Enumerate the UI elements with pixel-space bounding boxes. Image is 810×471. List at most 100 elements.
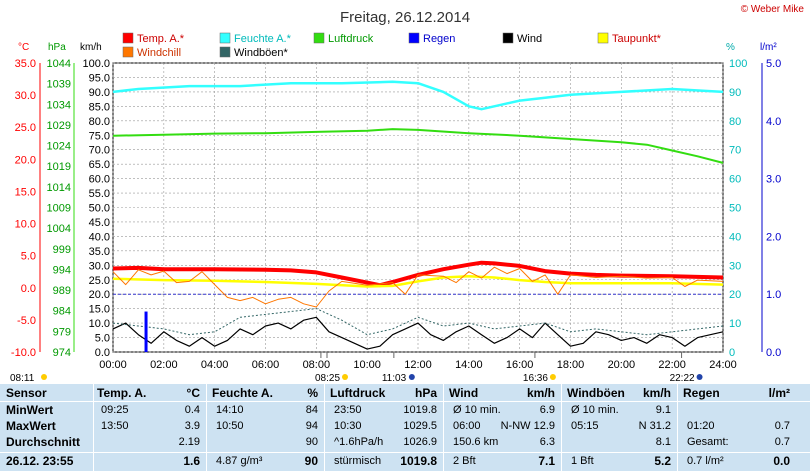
y-tick-label: 100 (729, 58, 747, 70)
legend-swatch (219, 32, 231, 44)
y-tick-label: 80 (729, 116, 741, 128)
y-tick-label: 75.0 (89, 130, 110, 142)
x-tick-label: 06:00 (252, 359, 280, 371)
legend-label: Temp. A.* (137, 33, 185, 45)
y-tick-label: 95.0 (89, 72, 110, 84)
stats-cell-label: 10:30 (334, 420, 362, 432)
stats-cell-value: N-NW 12.9 (500, 420, 555, 432)
moonset-icon (696, 374, 703, 380)
y-tick-label: 25.0 (15, 122, 36, 134)
y-tick-label: 35.0 (15, 58, 36, 70)
y-tick-label: 60 (729, 174, 741, 186)
x-tick-label: 04:00 (201, 359, 229, 371)
y-tick-label: 85.0 (89, 101, 110, 113)
x-tick-label: 12:00 (404, 359, 432, 371)
stats-divider (206, 384, 207, 471)
y-tick-label: 20 (729, 289, 741, 301)
stats-cell-value: 0.7 (774, 420, 790, 432)
x-tick-label: 00:00 (99, 359, 127, 371)
legend-label: Regen (423, 33, 455, 45)
stats-cell-value: 7.1 (538, 454, 555, 468)
sun-events: 08:11 08:25 11:03 16:36 22:22 (10, 352, 703, 384)
twilight-time: 08:25 (315, 373, 340, 384)
series-line-taupunkt (112, 274, 724, 288)
stats-cell-label: 1 Bft (571, 455, 594, 467)
legend-swatch (597, 32, 609, 44)
y-tick-label: 5.0 (21, 251, 36, 263)
y-tick-label: 25.0 (89, 275, 110, 287)
x-tick-label: 22:00 (658, 359, 686, 371)
temp-unit-label: °C (18, 42, 29, 53)
y-tick-label: 1009 (47, 203, 71, 215)
sunrise-icon (41, 374, 47, 380)
stats-column-header: Feuchte A. (212, 386, 273, 400)
stats-column-header: Luftdruck (330, 386, 386, 400)
y-tick-label: 0.0 (766, 347, 781, 359)
series-line-feuchtea (112, 80, 724, 111)
stats-cell-value: 1029.5 (403, 420, 437, 432)
stats-divider (0, 452, 810, 453)
stats-divider (561, 384, 562, 471)
stats-column-unit: hPa (414, 386, 437, 400)
chart-title: Freitag, 26.12.2014 (340, 9, 470, 26)
y-tick-label: 1.0 (766, 289, 781, 301)
y-tick-label: 45.0 (89, 217, 110, 229)
legend-swatch (408, 32, 420, 44)
stats-row-label: MinWert (6, 403, 54, 417)
x-tick-label: 20:00 (608, 359, 636, 371)
stats-column-header: Regen (683, 386, 720, 400)
x-tick-label: 14:00 (455, 359, 483, 371)
y-tick-label: 1024 (47, 141, 71, 153)
stats-divider (677, 384, 678, 471)
y-tick-label: 90.0 (89, 87, 110, 99)
y-tick-label: 1014 (47, 182, 71, 194)
stats-divider (93, 384, 94, 471)
moonset-time: 22:22 (670, 373, 695, 384)
y-tick-label: 5.0 (766, 58, 781, 70)
y-tick-label: 3.0 (766, 174, 781, 186)
y-tick-label: 999 (53, 244, 71, 256)
stats-cell-label: 09:25 (101, 404, 129, 416)
stats-cell-label: 10:50 (216, 420, 244, 432)
chart-legend: Temp. A.* Feuchte A.* Luftdruck Regen Wind Ta… (122, 32, 662, 59)
y-tick-label: 10 (729, 318, 741, 330)
stats-cell-label: 05:15 (571, 420, 599, 432)
sunset-icon (549, 374, 556, 380)
legend-swatch (122, 46, 134, 58)
rain-unit-label: l/m² (760, 42, 777, 53)
legend-label: Wind (517, 33, 542, 45)
stats-cell-label: Ø 10 min. (453, 404, 501, 416)
series-line-wind (112, 316, 724, 350)
y-tick-label: 70.0 (89, 145, 110, 157)
legend-swatch (219, 46, 231, 58)
stats-row-label: MaxWert (6, 419, 56, 433)
y-tick-label: 0 (729, 347, 735, 359)
stats-cell-value: 1019.8 (400, 454, 437, 468)
stats-column-unit: °C (186, 386, 200, 400)
legend-label: Windchill (137, 47, 181, 59)
y-tick-label: 40 (729, 231, 741, 243)
stats-cell-value: 90 (305, 436, 318, 448)
stats-cell-value: 6.3 (539, 436, 555, 448)
y-tick-label: 15.0 (15, 186, 36, 198)
stats-divider (443, 384, 444, 471)
y-tick-label: 1029 (47, 120, 71, 132)
y-tick-label: 20.0 (15, 154, 36, 166)
y-tick-label: 1004 (47, 223, 71, 235)
y-tick-label: 20.0 (89, 289, 110, 301)
y-tick-label: 65.0 (89, 159, 110, 171)
weather-chart: Freitag, 26.12.2014 © Weber Mike Temp. A… (10, 4, 805, 384)
y-tick-label: 1039 (47, 79, 71, 91)
stats-cell-value: 0.4 (184, 404, 200, 416)
stats-cell-value: 9.1 (655, 404, 671, 416)
stats-cell-value: 84 (305, 404, 318, 416)
y-tick-label: 1034 (47, 99, 71, 111)
stats-cell-label: 13:50 (101, 420, 129, 432)
y-tick-label: 0.0 (21, 283, 36, 295)
y-tick-label: 30 (729, 260, 741, 272)
moonrise-icon (408, 374, 415, 380)
y-tick-label: 100.0 (82, 58, 110, 70)
stats-cell-label: 06:00 (453, 420, 481, 432)
stats-column-unit: % (307, 386, 318, 400)
y-tick-label: 40.0 (89, 231, 110, 243)
